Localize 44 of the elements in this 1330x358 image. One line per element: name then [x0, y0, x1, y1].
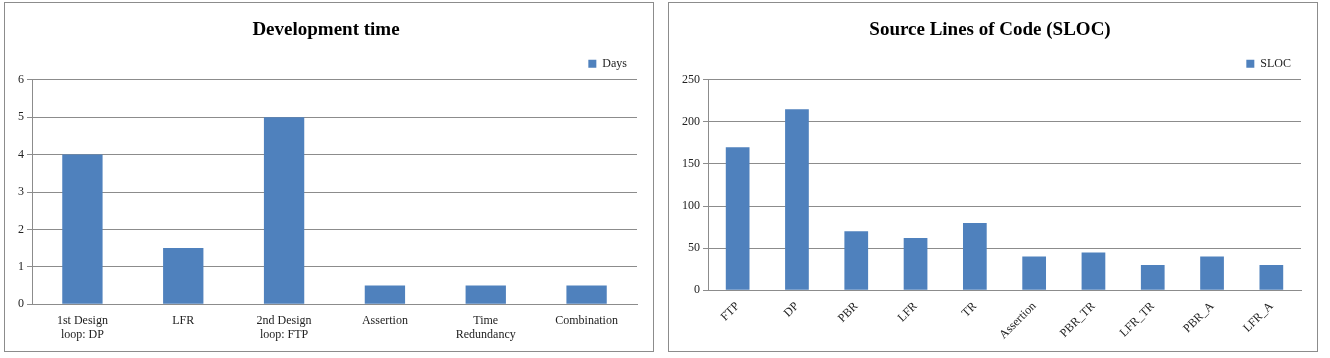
- bar: [1022, 256, 1047, 290]
- x-tick-label: LFR: [172, 312, 195, 327]
- legend-label: Days: [602, 55, 628, 70]
- bar: [62, 154, 103, 304]
- legend-label: SLOC: [1260, 55, 1292, 70]
- bar: [844, 231, 869, 290]
- y-tick-label: 5: [18, 109, 24, 124]
- bar: [566, 285, 607, 304]
- y-tick-label: 1: [18, 258, 24, 273]
- y-tick-label: 200: [682, 114, 700, 129]
- x-tick-label: Time Redundancy: [455, 312, 516, 341]
- bar: [1081, 252, 1106, 290]
- y-tick-label: 100: [682, 198, 700, 213]
- x-tick-label: DP: [780, 298, 802, 320]
- bar: [465, 285, 506, 304]
- bar: [1200, 256, 1224, 290]
- bar: [785, 109, 809, 290]
- x-tick-label: 1st Design loop: DP: [56, 312, 108, 341]
- bar: [364, 285, 406, 304]
- y-tick-label: 250: [682, 71, 700, 86]
- x-tick-label: 2nd Design loop: FTP: [256, 312, 312, 341]
- chart-title: Development time: [252, 18, 400, 40]
- x-tick-label: FTP: [717, 298, 743, 324]
- bar: [263, 117, 305, 304]
- y-tick-label: 3: [18, 184, 24, 199]
- bar: [163, 248, 204, 304]
- chart-title: Source Lines of Code (SLOC): [869, 18, 1111, 41]
- bar: [725, 147, 750, 290]
- bar: [903, 238, 928, 290]
- y-tick-label: 6: [18, 71, 24, 86]
- y-tick-label: 2: [18, 221, 24, 236]
- y-tick-label: 0: [18, 296, 24, 311]
- y-tick-label: 50: [688, 240, 700, 255]
- y-tick-label: 0: [694, 282, 700, 297]
- x-tick-label: PBR: [834, 298, 861, 325]
- y-tick-label: 4: [18, 146, 24, 161]
- x-tick-label: LFR: [894, 298, 920, 325]
- y-tick-label: 150: [682, 156, 700, 171]
- x-tick-label: TR: [958, 298, 980, 320]
- bar: [1259, 265, 1284, 290]
- x-tick-label: Assertion: [361, 312, 408, 327]
- x-tick-label: Combination: [555, 312, 618, 327]
- bar: [1140, 265, 1165, 290]
- bar: [962, 222, 987, 290]
